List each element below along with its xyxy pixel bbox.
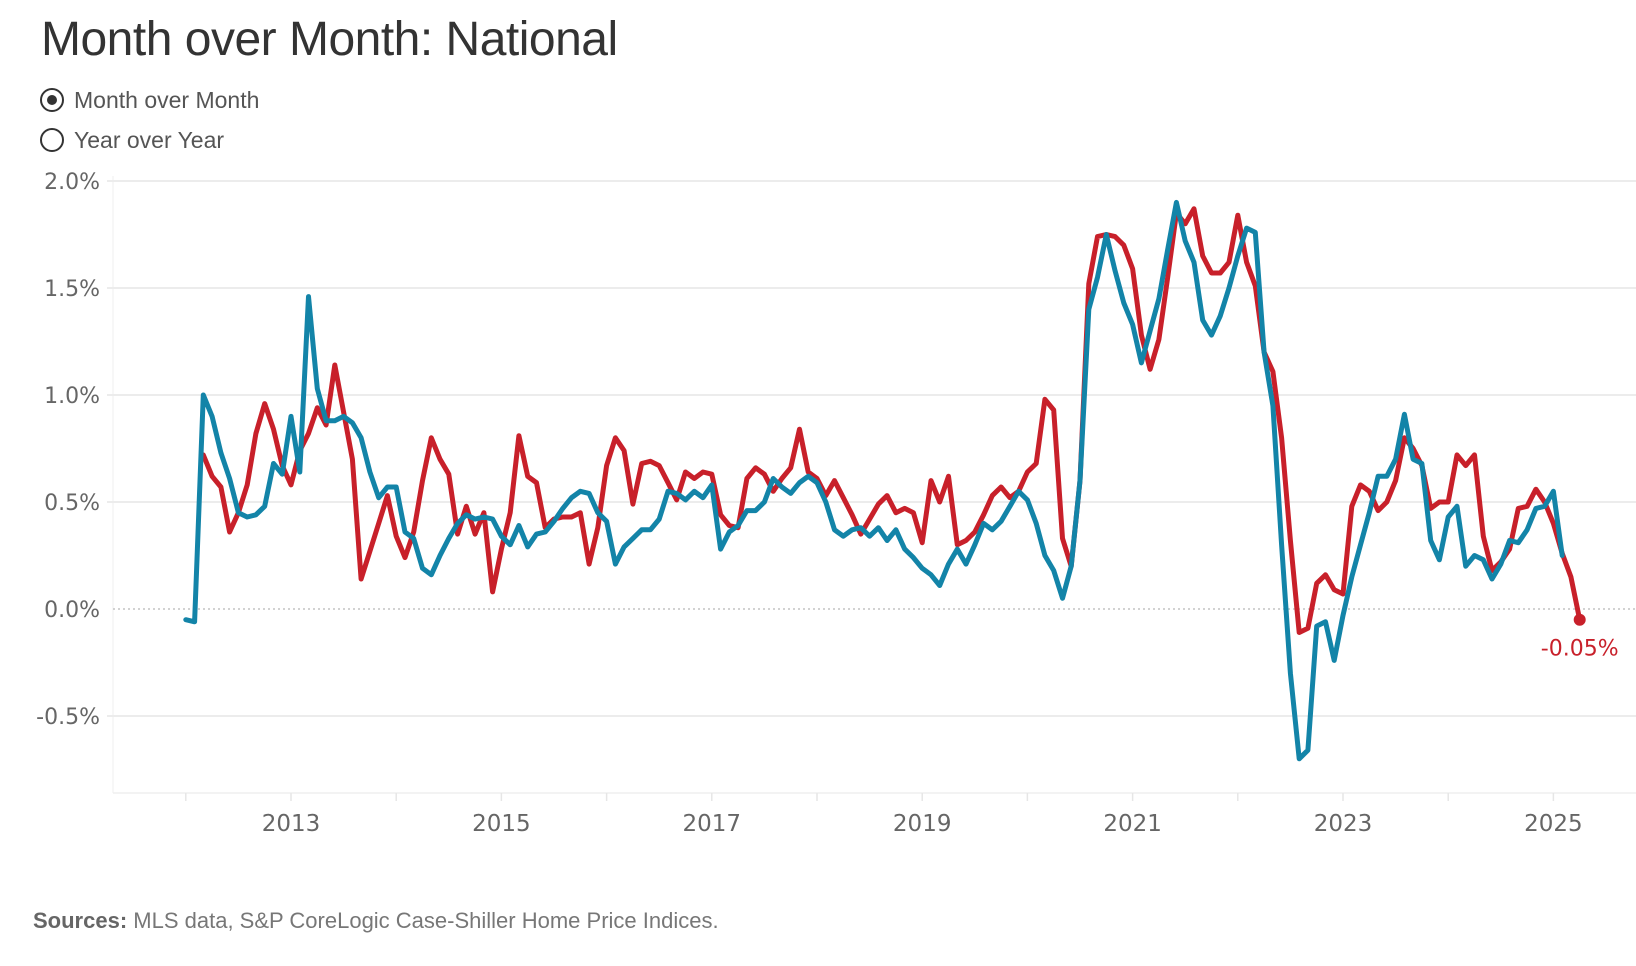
radio-unselected-icon[interactable] bbox=[40, 128, 64, 152]
x-tick-label: 2025 bbox=[1524, 811, 1583, 837]
x-tick-label: 2023 bbox=[1314, 811, 1373, 837]
y-axis: 2.0% 1.5% 1.0% 0.5% 0.0% -0.5% bbox=[36, 170, 100, 730]
radio-year-over-year[interactable]: Year over Year bbox=[40, 120, 259, 160]
y-tick-label: 1.0% bbox=[44, 384, 100, 409]
x-tick-label: 2015 bbox=[472, 811, 531, 837]
page-title: Month over Month: National bbox=[41, 13, 618, 66]
series-line-case-shiller bbox=[200, 206, 1583, 635]
endpoint-label: -0.05% bbox=[1541, 637, 1619, 662]
x-tick-label: 2021 bbox=[1103, 811, 1162, 837]
y-tick-label: 0.5% bbox=[44, 491, 100, 516]
source-label: Sources: bbox=[33, 908, 128, 933]
radio-label: Year over Year bbox=[74, 126, 225, 153]
source-note: Sources: MLS data, S&P CoreLogic Case-Sh… bbox=[33, 908, 719, 934]
series-lines bbox=[183, 199, 1583, 762]
view-toggle: Month over Month Year over Year bbox=[40, 80, 259, 160]
radio-selected-icon[interactable] bbox=[40, 88, 64, 112]
gridlines bbox=[107, 176, 1636, 793]
annotations: -0.05% bbox=[1541, 613, 1619, 662]
x-tick-label: 2017 bbox=[683, 811, 742, 837]
y-tick-label: 2.0% bbox=[44, 170, 100, 195]
series-line-mls bbox=[183, 199, 1565, 762]
radio-month-over-month[interactable]: Month over Month bbox=[40, 80, 259, 120]
source-text: MLS data, S&P CoreLogic Case-Shiller Hom… bbox=[133, 908, 719, 933]
x-axis: 2013 2015 2017 2019 2021 2023 2025 bbox=[113, 792, 1636, 837]
endpoint-marker bbox=[1573, 613, 1586, 626]
y-tick-label: 1.5% bbox=[44, 277, 100, 302]
radio-label: Month over Month bbox=[74, 86, 260, 113]
y-tick-label: -0.5% bbox=[36, 705, 100, 730]
x-tick-label: 2019 bbox=[893, 811, 952, 837]
y-tick-label: 0.0% bbox=[44, 598, 100, 623]
x-tick-label: 2013 bbox=[262, 811, 321, 837]
